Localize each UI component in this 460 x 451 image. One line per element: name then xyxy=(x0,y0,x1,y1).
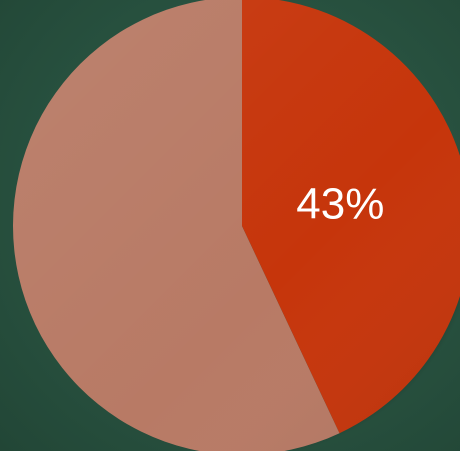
pie-slices xyxy=(12,0,460,451)
pie-labels: 43% xyxy=(296,180,384,229)
pie-slice-label-0: 43% xyxy=(296,180,384,229)
